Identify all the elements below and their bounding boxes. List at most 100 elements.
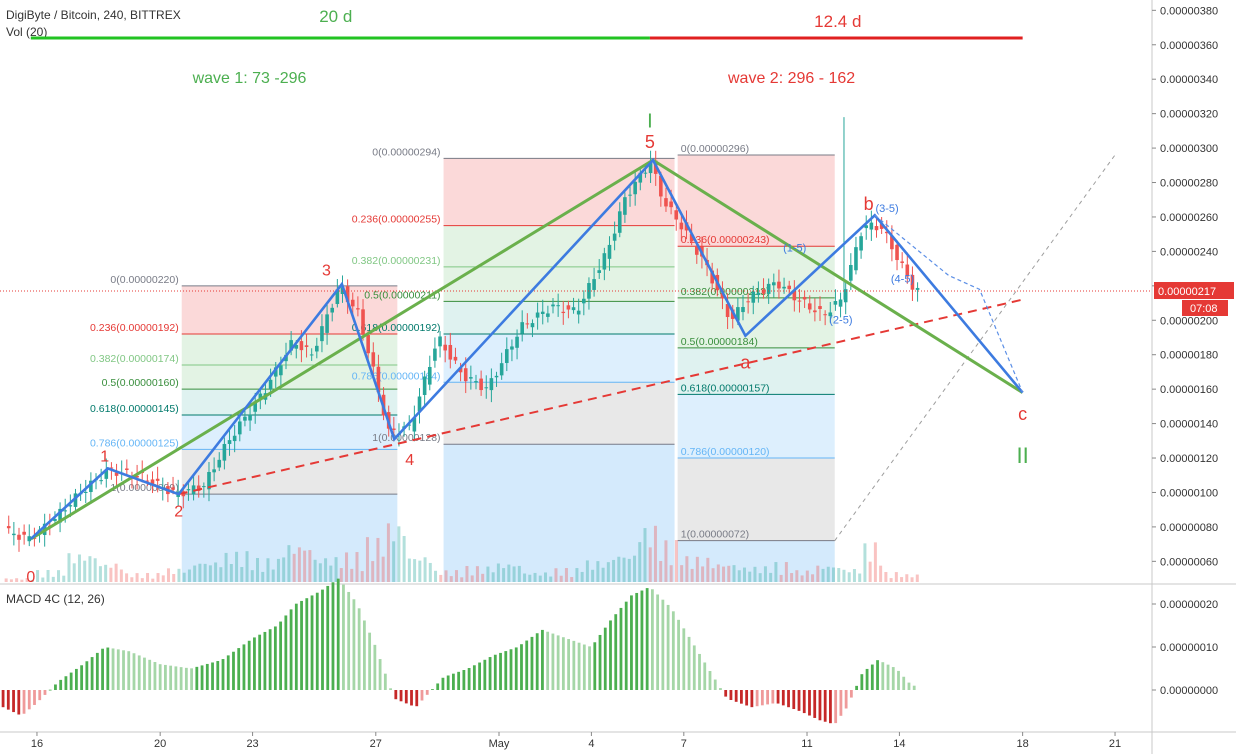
volume-bar [695,556,699,582]
volume-bar [868,561,872,582]
volume-bar [889,578,893,582]
volume-bar [72,563,76,582]
macd-bar [399,690,403,702]
candle-body [777,281,781,289]
candle-body [843,289,848,303]
candle-body [356,308,360,310]
volume-bar [282,557,286,582]
volume-bar [669,565,673,582]
volume-bar [98,566,102,582]
volume-bar [125,573,129,582]
macd-bar [881,662,885,690]
candle-body [884,231,889,234]
volume-bar [146,573,150,582]
candle-body [479,378,483,391]
volume-bar [711,568,715,582]
candle-body [633,181,637,195]
volume-bar [648,547,652,582]
volume-bar [894,572,898,582]
macd-bar [493,654,497,690]
candle-body [741,307,745,313]
candle-body [638,172,643,183]
macd-bar [331,582,335,690]
macd-bar [54,684,57,690]
candle-body [376,366,381,393]
price-tick-label: 0.00000200 [1160,315,1218,327]
fib-level-label: 0(0.00000294) [372,146,440,158]
fib-zone [443,334,675,383]
macd-bar [85,661,89,690]
candle-body [469,377,473,379]
candle-body [335,289,340,305]
price-tick-label: 0.00000320 [1160,109,1218,121]
macd-bar [734,690,738,702]
macd-bar [603,627,607,690]
time-tick-label: 20 [154,738,166,750]
candle-body [422,376,427,395]
macd-bar [614,614,618,690]
candle-body [99,480,103,482]
candle-body [530,323,535,328]
macd-histogram [1,578,916,724]
macd-bar [760,690,764,706]
candle-body [766,283,771,294]
macd-bar [232,651,235,690]
volume-bar [795,570,799,582]
volume-bar [507,564,511,582]
volume-bar [266,558,270,582]
macd-bar [687,636,691,690]
macd-indicator-label: MACD 4C (12, 26) [6,592,105,606]
macd-bar [273,626,277,690]
candle-body [315,345,319,352]
macd-bar [745,690,749,706]
volume-bar [481,573,485,582]
macd-bar [174,666,178,690]
macd-bar [844,690,848,709]
macd-bar [635,592,639,690]
macd-bar [221,659,225,690]
macd-bar [870,664,874,690]
volume-bar [528,574,532,582]
macd-bar [719,688,722,690]
fib-level-label: 0.618(0.00000192) [352,322,441,334]
volume-bar [858,573,862,582]
volume-bar [203,563,207,582]
candle-body [546,313,550,317]
macd-bar [520,644,523,690]
macd-bar [556,635,560,690]
wave-label-b: b [864,194,874,214]
volume-bars [4,523,919,582]
macd-bar [671,611,675,690]
macd-bar [59,679,63,690]
volume-bar [119,569,123,582]
macd-bar [598,634,602,690]
macd-bar [211,662,214,690]
volume-bar [496,563,500,582]
candle-body [448,344,453,360]
macd-bar [38,690,42,701]
volume-bar [303,550,307,582]
candle-body [330,307,335,313]
candle-body [628,194,632,196]
volume-bar [151,578,155,582]
fib-zone [677,394,835,459]
volume-bar [596,561,600,582]
candle-body [823,314,827,316]
volume-bar [475,566,479,582]
macd-bar [410,690,413,706]
candle-body [392,428,396,430]
volume-bar [77,554,81,582]
candle-body [879,223,884,229]
volume-bar [805,570,809,582]
candle-body [725,304,730,318]
candle-body [12,533,16,536]
macd-bar [467,668,471,690]
volume-bar [297,547,301,582]
volume-bar [512,566,516,582]
macd-bar [43,690,47,695]
macd-bar [771,690,775,704]
candle-body [6,526,11,529]
macd-bar [855,685,859,690]
countdown-label: 07:08 [1190,303,1218,315]
